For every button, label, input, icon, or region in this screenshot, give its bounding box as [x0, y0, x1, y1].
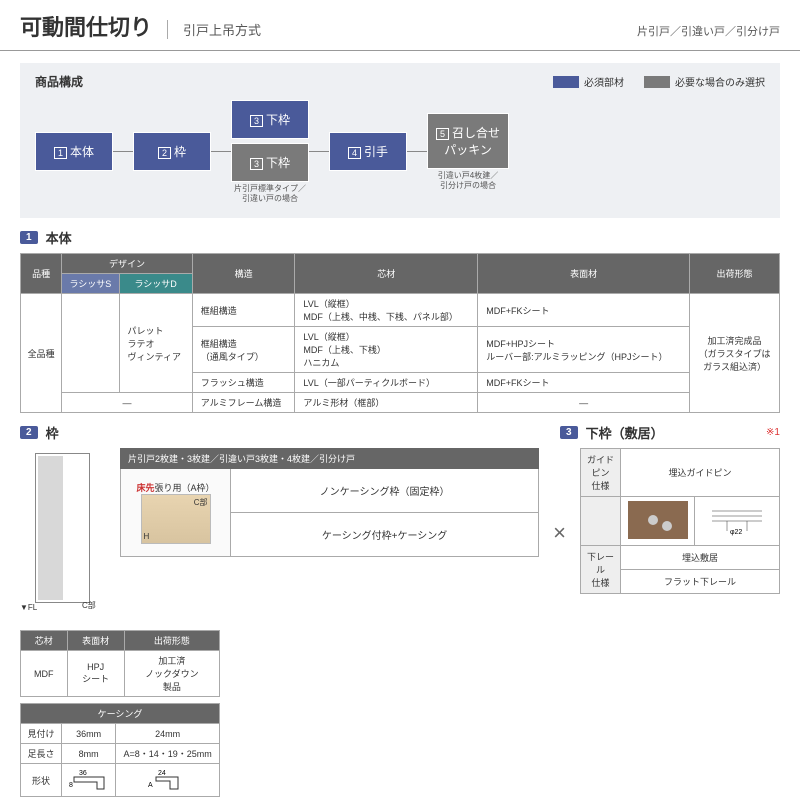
door-diagram: ▼FL C部 [20, 448, 110, 618]
section-1-head: 1本体 [20, 228, 780, 247]
flow-box-1: 1本体 [35, 132, 113, 171]
page-header: 可動間仕切り 引戸上吊方式 片引戸／引違い戸／引分け戸 [0, 0, 800, 51]
frame-opt-1: ノンケーシング枠（固定枠） [231, 469, 538, 513]
svg-text:36: 36 [79, 770, 87, 777]
legend: 必須部材 必要な場合のみ選択 [553, 74, 765, 89]
lower-frame-table: ガイドピン 仕様 埋込ガイドピン φ22 下レール 仕様 埋込敷居 フラット下レ… [580, 448, 780, 594]
guide-pin-icon [628, 501, 688, 539]
frame-opt-2: ケーシング付枠+ケーシング [231, 513, 538, 556]
composition-panel: 商品構成 必須部材 必要な場合のみ選択 1本体 2枠 3下枠 3下枠 片引戸標準… [20, 63, 780, 218]
casing-shape-2-icon: 24 A [148, 767, 188, 791]
svg-text:24: 24 [158, 770, 166, 777]
svg-text:φ22: φ22 [730, 529, 742, 536]
header-right: 片引戸／引違い戸／引分け戸 [637, 23, 780, 39]
casing-shape-1-icon: 36 8 [69, 767, 109, 791]
frame-left: 床先床先張り用（A枠）張り用（A枠） C部 H [121, 469, 231, 556]
pin-dimension-icon: φ22 [702, 501, 772, 539]
frame-header: 片引戸2枚建・3枚建／引違い戸3枚建・4枚建／引分け戸 [120, 448, 539, 469]
flow-note-2: 片引戸標準タイプ／ 引違い戸の場合 [234, 184, 306, 203]
page-title: 可動間仕切り [20, 10, 152, 42]
flow-box-4: 4引手 [329, 132, 407, 171]
spec-table-1: 品種 デザイン 構造 芯材 表面材 出荷形態 ラシッサS ラシッサD 全品種 パ… [20, 253, 780, 413]
flow-box-5: 5召し合せ パッキン [427, 113, 509, 169]
flow-box-3b: 3下枠 [231, 143, 309, 182]
svg-text:A: A [148, 782, 153, 789]
flow-diagram: 1本体 2枠 3下枠 3下枠 片引戸標準タイプ／ 引違い戸の場合 4引手 5召し… [35, 100, 765, 203]
frame-area: ▼FL C部 片引戸2枚建・3枚建／引違い戸3枚建・4枚建／引分け戸 床先床先張… [20, 448, 539, 618]
svg-text:8: 8 [69, 782, 73, 789]
section-3-head: 3下枠（敷居） ※1 [560, 423, 780, 442]
multiply-icon: × [553, 520, 566, 546]
flow-box-3a: 3下枠 [231, 100, 309, 139]
flow-box-2: 2枠 [133, 132, 211, 171]
material-tables: 芯材表面材出荷形態 MDF HPJ シート 加工済 ノックダウン 製品 ケーシン… [20, 630, 220, 797]
section-2-head: 2枠 [20, 423, 520, 442]
compo-title: 商品構成 [35, 73, 83, 90]
swatch-required-icon [553, 76, 579, 88]
page-subtitle: 引戸上吊方式 [167, 20, 261, 39]
flow-note-5: 引違い戸4枚建／ 引分け戸の場合 [438, 171, 498, 190]
swatch-optional-icon [644, 76, 670, 88]
frame-sample-icon: C部 H [141, 494, 211, 544]
